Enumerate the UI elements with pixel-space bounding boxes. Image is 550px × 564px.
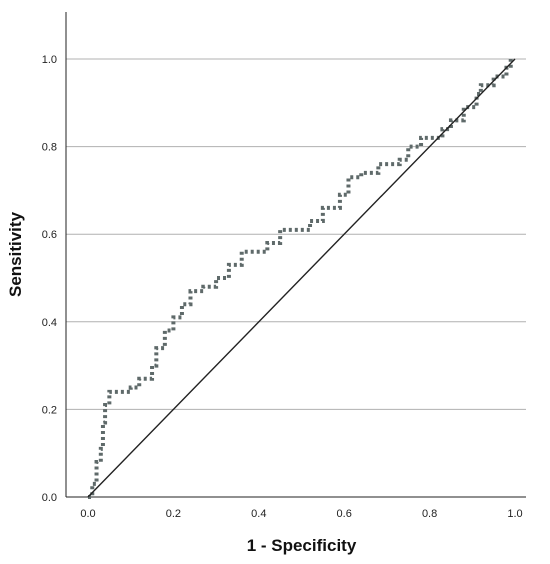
y-tick-label: 0.0 <box>42 492 57 504</box>
y-tick-label: 0.6 <box>42 229 57 241</box>
x-tick-labels: 0.0 0.2 0.4 0.6 0.8 1.0 <box>80 508 522 520</box>
grid-lines <box>66 58 526 498</box>
reference-line <box>87 58 516 498</box>
x-axis-title: 1 - Specificity <box>247 536 357 555</box>
series-layer <box>87 58 516 499</box>
x-tick-label: 0.2 <box>166 508 181 520</box>
x-tick-label: 0.0 <box>80 508 95 520</box>
x-tick-label: 0.8 <box>422 508 437 520</box>
x-tick-label: 1.0 <box>507 508 522 520</box>
y-tick-label: 1.0 <box>42 54 57 66</box>
x-tick-label: 0.4 <box>251 508 266 520</box>
y-tick-label: 0.8 <box>42 142 57 154</box>
y-tick-label: 0.2 <box>42 404 57 416</box>
y-axis-title: Sensitivity <box>6 211 25 297</box>
y-tick-label: 0.4 <box>42 317 57 329</box>
y-tick-labels: 0.0 0.2 0.4 0.6 0.8 1.0 <box>42 54 57 504</box>
roc-curve <box>88 59 513 499</box>
x-tick-label: 0.6 <box>337 508 352 520</box>
